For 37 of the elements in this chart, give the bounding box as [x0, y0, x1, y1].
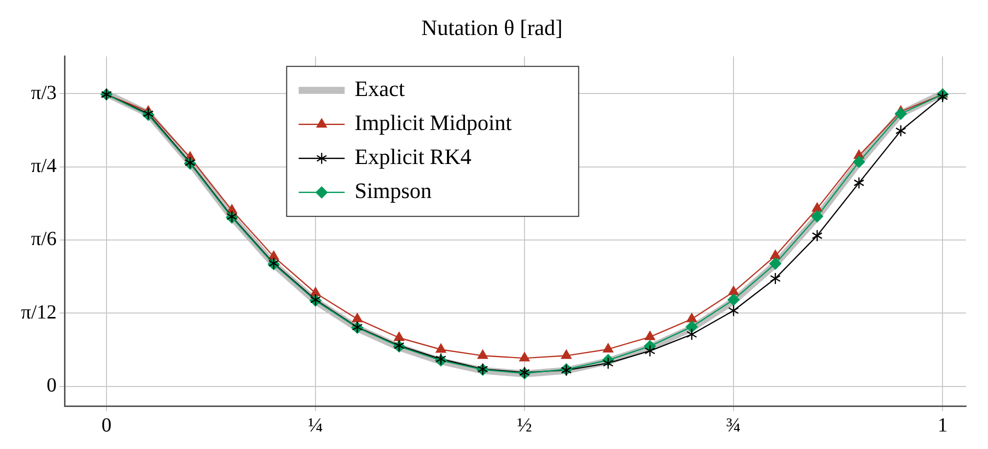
x-tick-label: ¾	[726, 414, 742, 436]
point	[602, 343, 614, 352]
legend-label: Explicit RK4	[354, 144, 472, 170]
y-tick-label: π/6	[31, 228, 57, 250]
point	[436, 344, 446, 353]
point	[812, 202, 822, 212]
point	[728, 294, 740, 306]
point	[852, 156, 865, 168]
point	[477, 350, 488, 359]
point	[352, 313, 363, 322]
y-tick-label: π/12	[21, 301, 57, 324]
point	[896, 125, 906, 136]
chart-title: Nutation θ [rad]	[421, 14, 563, 40]
x-tick-label: ½	[517, 414, 532, 436]
point	[644, 330, 656, 340]
x-tick-label: 1	[938, 414, 948, 436]
legend-label: Implicit Midpoint	[354, 110, 512, 136]
point	[686, 313, 698, 322]
point	[561, 350, 572, 359]
point	[519, 352, 530, 362]
point	[894, 108, 907, 120]
y-tick-label: 0	[46, 374, 57, 397]
legend-label: Exact	[354, 76, 405, 102]
point	[394, 332, 404, 342]
point	[769, 258, 782, 270]
y-tick-label: π/4	[31, 155, 57, 178]
legend-label: Simpson	[354, 178, 432, 204]
x-tick-label: 0	[101, 414, 112, 436]
y-tick-label: π/3	[31, 82, 57, 104]
point	[310, 287, 321, 296]
x-tick-label: ¼	[308, 414, 323, 436]
point	[770, 250, 781, 260]
point	[811, 210, 824, 222]
point	[812, 230, 822, 242]
point	[686, 320, 698, 333]
point	[686, 328, 697, 340]
point	[728, 286, 739, 296]
